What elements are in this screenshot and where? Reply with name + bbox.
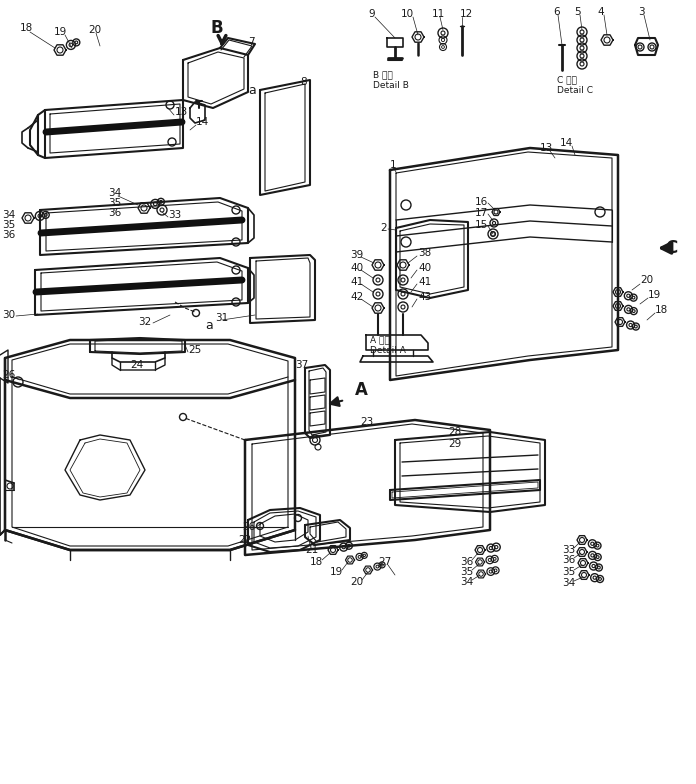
Text: 16: 16 xyxy=(475,197,489,207)
Text: Detail C: Detail C xyxy=(557,85,593,95)
Text: 29: 29 xyxy=(448,439,461,449)
Text: A: A xyxy=(355,381,368,399)
Text: 26: 26 xyxy=(242,522,255,532)
Text: 7: 7 xyxy=(248,37,255,47)
Text: 35: 35 xyxy=(108,198,121,208)
Text: 34: 34 xyxy=(2,210,15,220)
Text: B 詳細: B 詳細 xyxy=(373,71,393,79)
Text: 10: 10 xyxy=(401,9,414,19)
Text: a: a xyxy=(205,318,213,332)
Text: 32: 32 xyxy=(138,317,151,327)
Text: Detail A: Detail A xyxy=(370,346,406,354)
Text: 2: 2 xyxy=(380,223,386,233)
Text: 18: 18 xyxy=(20,23,33,33)
Text: C: C xyxy=(665,239,677,257)
Text: Detail B: Detail B xyxy=(373,81,409,89)
Text: 36: 36 xyxy=(2,230,15,240)
Text: 36: 36 xyxy=(108,208,121,218)
Text: 3: 3 xyxy=(638,7,644,17)
Text: a: a xyxy=(248,84,255,96)
Text: 11: 11 xyxy=(432,9,445,19)
Text: 8: 8 xyxy=(300,77,307,87)
Text: 27: 27 xyxy=(378,557,391,567)
Text: 41: 41 xyxy=(418,277,432,287)
Text: 38: 38 xyxy=(418,248,432,258)
Text: 24: 24 xyxy=(130,360,143,370)
Text: 4: 4 xyxy=(597,7,603,17)
Text: B: B xyxy=(210,19,223,37)
Text: 18: 18 xyxy=(655,305,668,315)
Text: 18: 18 xyxy=(310,557,323,567)
Text: 20: 20 xyxy=(350,577,363,587)
Text: 19: 19 xyxy=(648,290,661,300)
Text: 40: 40 xyxy=(418,263,431,273)
Text: 39: 39 xyxy=(350,250,363,260)
Text: 9: 9 xyxy=(368,9,374,19)
Text: 12: 12 xyxy=(460,9,473,19)
Text: 35: 35 xyxy=(460,567,473,577)
Text: 31: 31 xyxy=(215,313,228,323)
Text: 21: 21 xyxy=(305,545,318,555)
Text: 6: 6 xyxy=(553,7,560,17)
Text: 43: 43 xyxy=(418,292,432,302)
Text: 41: 41 xyxy=(350,277,363,287)
Text: A 詳細: A 詳細 xyxy=(370,336,390,344)
Text: 22: 22 xyxy=(238,535,251,545)
Text: 28: 28 xyxy=(448,427,461,437)
Text: 35: 35 xyxy=(2,220,15,230)
Text: 36: 36 xyxy=(460,557,473,567)
Text: 37: 37 xyxy=(295,360,308,370)
Text: 26: 26 xyxy=(2,370,15,380)
Text: 20: 20 xyxy=(640,275,653,285)
Text: 1: 1 xyxy=(390,160,397,170)
Text: 34: 34 xyxy=(108,188,121,198)
Text: 30: 30 xyxy=(2,310,15,320)
Text: 42: 42 xyxy=(350,292,363,302)
Text: 13: 13 xyxy=(175,107,188,117)
Text: 33: 33 xyxy=(562,545,576,555)
Text: 14: 14 xyxy=(196,117,209,127)
Text: 25: 25 xyxy=(188,345,201,355)
Text: 14: 14 xyxy=(560,138,574,148)
Text: 23: 23 xyxy=(360,417,373,427)
Text: 13: 13 xyxy=(540,143,553,153)
Text: 34: 34 xyxy=(562,578,576,588)
Text: 33: 33 xyxy=(168,210,181,220)
Text: 19: 19 xyxy=(330,567,343,577)
Text: 5: 5 xyxy=(574,7,580,17)
Text: 19: 19 xyxy=(54,27,68,37)
Text: 15: 15 xyxy=(475,220,489,230)
Text: 34: 34 xyxy=(460,577,473,587)
Text: 36: 36 xyxy=(562,555,576,565)
Text: C 詳細: C 詳細 xyxy=(557,75,577,85)
Text: 17: 17 xyxy=(475,208,489,218)
Text: 35: 35 xyxy=(562,567,576,577)
Text: 40: 40 xyxy=(350,263,363,273)
Text: 20: 20 xyxy=(88,25,101,35)
